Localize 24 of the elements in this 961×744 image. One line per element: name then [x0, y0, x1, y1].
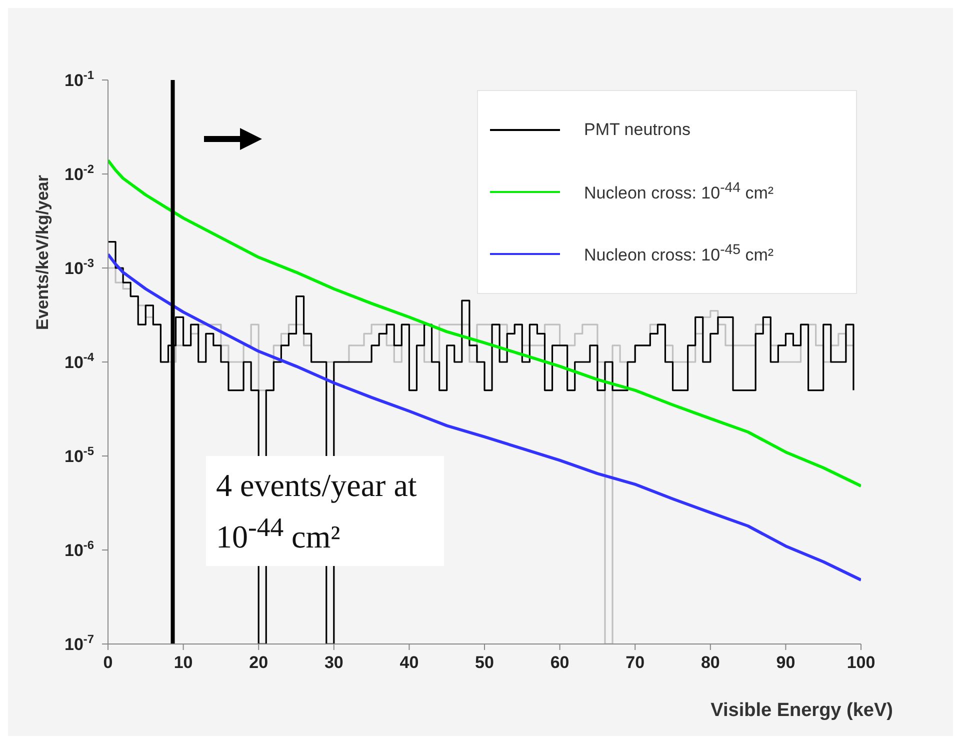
- y-tick-label: 10$^{-5}$: [64, 444, 94, 466]
- annotation: 4 events/year at 10$^{-44}$ cm²: [206, 456, 444, 566]
- x-axis-title: Visible Energy (keV): [710, 700, 893, 721]
- legend-label: PMT neutrons: [584, 120, 690, 140]
- x-tick-label: 70: [626, 653, 645, 672]
- y-tick-label: 10$^{-7}$: [64, 632, 94, 654]
- y-axis-title: Events/keV/kg/year: [33, 174, 52, 330]
- y-tick-label: 10$^{-3}$: [64, 256, 94, 278]
- legend-label: Nucleon cross: 10$^{-44}$ cm²: [584, 180, 774, 204]
- y-tick-label: 10$^{-6}$: [64, 538, 94, 560]
- x-tick-label: 0: [103, 653, 113, 672]
- x-tick-label: 100: [846, 653, 876, 672]
- x-tick-label: 50: [475, 653, 494, 672]
- x-tick-label: 40: [400, 653, 419, 672]
- x-tick-label: 60: [550, 653, 570, 672]
- y-tick-label: 10$^{-1}$: [64, 68, 94, 90]
- y-tick-label: 10$^{-4}$: [64, 350, 94, 372]
- y-tick-label: 10$^{-2}$: [64, 162, 94, 184]
- x-tick-label: 30: [324, 653, 344, 672]
- x-tick-label: 80: [700, 653, 720, 672]
- x-tick-label: 20: [249, 653, 268, 672]
- x-tick-label: 10: [174, 653, 193, 672]
- x-tick-label: 90: [776, 653, 796, 672]
- legend-label: Nucleon cross: 10$^{-45}$ cm²: [584, 242, 774, 266]
